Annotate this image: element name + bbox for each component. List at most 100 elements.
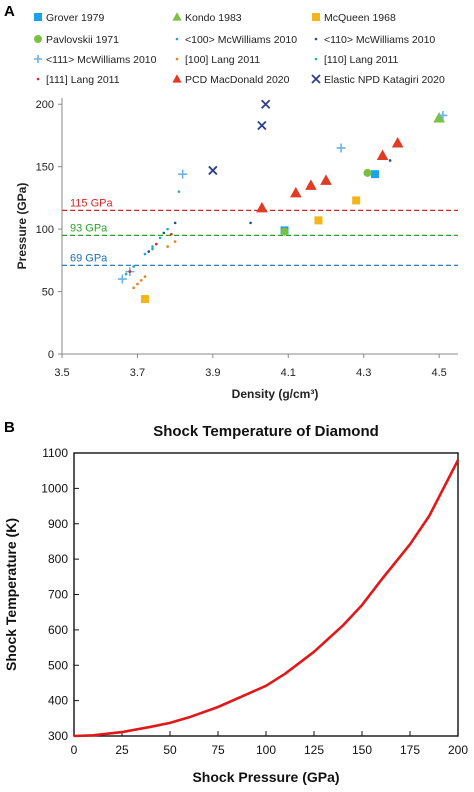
panel-b-plot: Shock Temperature of Diamond300400500600…: [3, 423, 468, 785]
y-axis-label: Shock Temperature (K): [3, 518, 19, 671]
legend-111-lang-2011-marker: [36, 77, 40, 81]
x-tick-label: 200: [448, 743, 468, 757]
point-pcd-macdonald-2020: [320, 174, 332, 185]
x-tick-label: 175: [400, 743, 420, 757]
y-tick-label: 1000: [41, 481, 68, 495]
point-100-lang-2011: [139, 279, 143, 282]
x-tick-label: 4.3: [356, 367, 371, 379]
point-100-lang-2011: [173, 240, 177, 243]
y-tick-label: 700: [48, 588, 68, 602]
x-tick-label: 100: [256, 743, 276, 757]
legend-110-mcwilliams-2010-marker: [314, 37, 318, 41]
legend-110-mcwilliams-2010-label: <110> McWilliams 2010: [324, 34, 435, 46]
point-100-lang-2011: [166, 245, 169, 248]
y-tick-label: 300: [48, 729, 68, 743]
plot-frame: [73, 452, 459, 737]
reference-label-69-gpa: 69 GPa: [70, 252, 108, 264]
x-tick-label: 3.5: [54, 367, 69, 379]
legend-kondo-1983-label: Kondo 1983: [185, 12, 242, 24]
chart-b-title: Shock Temperature of Diamond: [153, 423, 379, 440]
x-tick-label: 125: [304, 743, 324, 757]
point-mcqueen-1968: [352, 196, 361, 205]
point-110-lang-2011: [124, 272, 128, 276]
point-111-lang-2011: [170, 232, 173, 236]
y-tick-label: 900: [48, 517, 68, 531]
x-tick-label: 3.9: [205, 367, 220, 379]
legend-a: Grover 1979 Kondo 1983 McQueen 1968 Pavlovs…: [34, 12, 445, 86]
legend-100-mcwilliams-2010-marker: [175, 37, 179, 41]
legend-grover-1979-label: Grover 1979: [46, 12, 105, 24]
legend-mcqueen-1968-label: McQueen 1968: [324, 12, 396, 24]
x-tick-label: 50: [163, 743, 177, 757]
y-tick-label: 50: [42, 287, 54, 299]
legend-grover-1979-marker: [34, 13, 42, 21]
point-110-lang-2011: [177, 190, 181, 193]
x-tick-label: 25: [115, 743, 129, 757]
shock-temperature-curve: [73, 459, 460, 738]
point-111-mcwilliams-2010: [178, 169, 188, 179]
point-pcd-macdonald-2020: [305, 179, 317, 190]
point-kondo-1983: [433, 111, 445, 123]
legend-pcd-macdonald-2020-marker: [172, 74, 182, 83]
point-110-lang-2011: [132, 265, 135, 268]
point-111-lang-2011: [154, 242, 158, 246]
y-tick-label: 400: [48, 694, 68, 708]
reference-label-93-gpa: 93 GPa: [70, 222, 108, 234]
point-100-lang-2011: [132, 286, 135, 290]
x-tick-label: 4.1: [281, 367, 296, 379]
point-mcqueen-1968: [314, 216, 323, 225]
point-elastic-npd-katagiri-2020: [261, 99, 271, 109]
point-100-mcwilliams-2010: [166, 227, 169, 231]
point-pcd-macdonald-2020: [376, 149, 389, 160]
point-elastic-npd-katagiri-2020: [208, 165, 218, 176]
point-pcd-macdonald-2020: [256, 201, 268, 213]
point-100-lang-2011: [143, 275, 147, 278]
point-110-mcwilliams-2010: [162, 231, 166, 235]
panel-a-plot: 0 50 100 150 200 3.5 3.7 3.9 4.1 4.3 4.5 Pressure (…: [15, 98, 458, 401]
x-tick-label: 0: [71, 743, 78, 757]
legend-111-lang-2011-label: [111] Lang 2011: [46, 74, 120, 86]
legend-100-lang-2011-label: [100] Lang 2011: [185, 54, 260, 66]
legend-111-mcwilliams-2010-label: <111> McWilliams 2010: [46, 54, 157, 66]
legend-kondo-1983-marker: [172, 12, 182, 21]
point-110-mcwilliams-2010: [173, 221, 177, 225]
y-tick-label: 1100: [42, 446, 68, 460]
legend-100-mcwilliams-2010-label: <100> McWilliams 2010: [185, 34, 297, 46]
point-elastic-npd-katagiri-2020: [257, 120, 267, 131]
point-111-lang-2011: [128, 270, 132, 273]
point-110-mcwilliams-2010: [388, 159, 392, 162]
point-110-mcwilliams-2010: [147, 250, 151, 253]
point-pavlovskii-1971: [363, 168, 372, 177]
x-tick-label: 4.5: [431, 367, 446, 379]
y-tick-label: 150: [36, 162, 54, 174]
legend-mcqueen-1968-marker: [312, 13, 320, 21]
point-pcd-macdonald-2020: [290, 186, 302, 198]
y-tick-label: 500: [48, 658, 68, 672]
legend-elastic-npd-katagiri-2020-marker: [311, 74, 321, 84]
point-111-mcwilliams-2010: [438, 110, 448, 120]
y-tick-label: 100: [36, 224, 54, 236]
x-tick-label: 75: [211, 743, 225, 757]
legend-110-lang-2011-marker: [314, 57, 318, 61]
x-axis-label: Density (g/cm³): [232, 387, 319, 401]
panel-b-label: B: [4, 419, 15, 436]
legend-elastic-npd-katagiri-2020-label: Elastic NPD Katagiri 2020: [324, 74, 445, 86]
x-tick-label: 150: [352, 743, 372, 757]
legend-100-lang-2011-marker: [175, 57, 179, 61]
point-100-lang-2011: [136, 282, 139, 286]
y-tick-label: 800: [48, 552, 68, 566]
point-110-lang-2011: [151, 247, 154, 251]
point-100-mcwilliams-2010: [143, 252, 147, 256]
point-100-mcwilliams-2010: [158, 236, 162, 240]
point-pavlovskii-1971: [280, 227, 289, 236]
y-tick-label: 0: [48, 349, 54, 361]
point-111-mcwilliams-2010: [117, 274, 127, 284]
reference-label-115-gpa: 115 GPa: [70, 197, 113, 209]
y-tick-label: 600: [48, 623, 68, 637]
legend-111-mcwilliams-2010-marker: [34, 55, 42, 63]
point-100-mcwilliams-2010: [151, 245, 154, 248]
x-tick-label: 3.7: [130, 367, 145, 379]
y-tick-label: 200: [36, 99, 54, 111]
panel-a-label: A: [4, 3, 15, 20]
